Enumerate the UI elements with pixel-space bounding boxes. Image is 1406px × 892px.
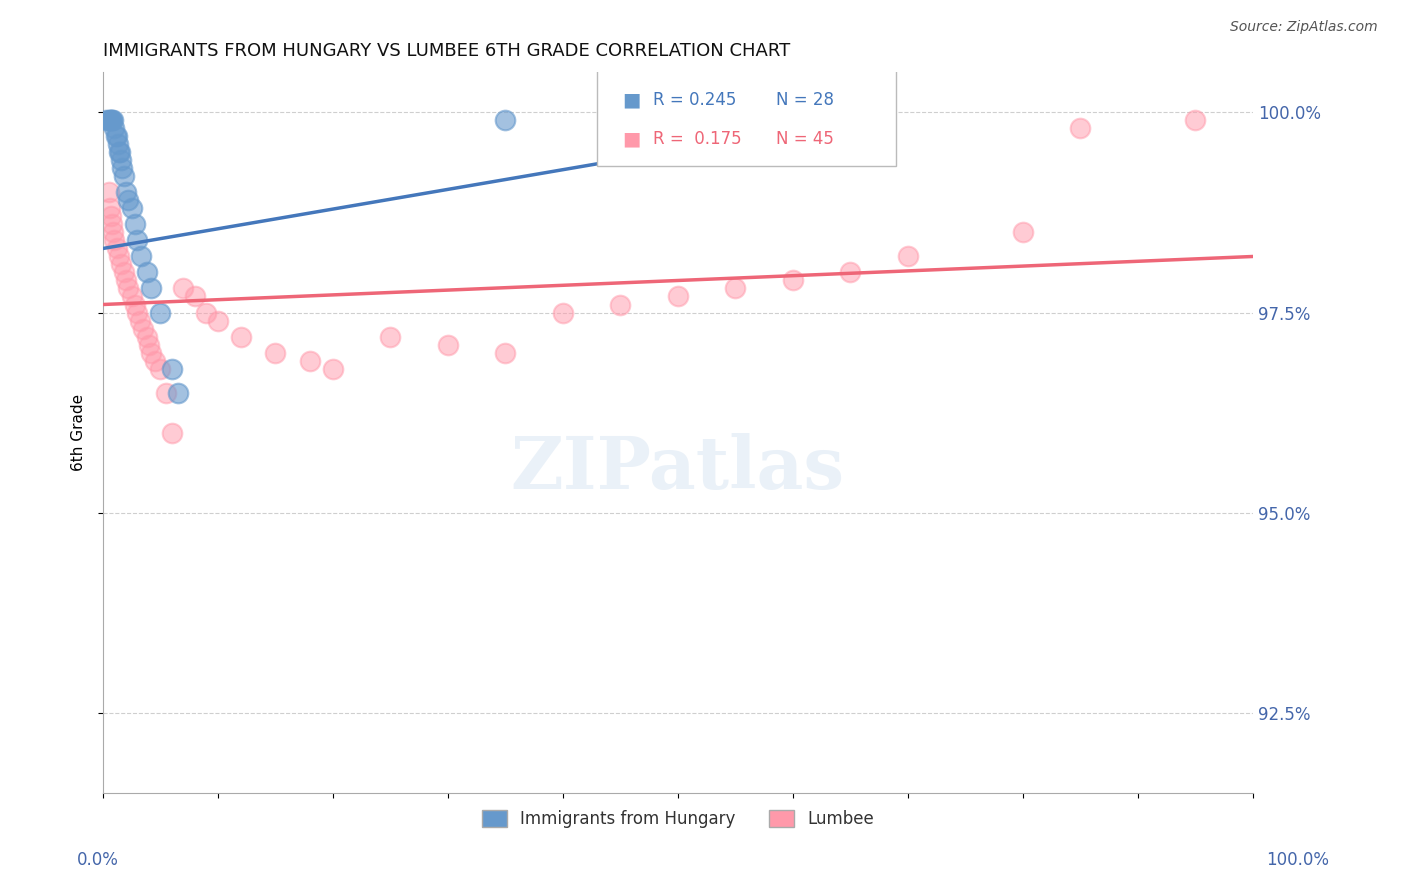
Point xyxy=(839,265,862,279)
Point xyxy=(105,129,128,144)
Point xyxy=(100,113,122,128)
Text: R = 0.245: R = 0.245 xyxy=(652,91,735,109)
Point xyxy=(782,113,804,128)
Point xyxy=(149,305,172,319)
Point xyxy=(135,265,157,279)
Point xyxy=(494,345,516,359)
Point xyxy=(112,265,135,279)
Point xyxy=(115,186,138,200)
Point xyxy=(110,258,132,272)
Point xyxy=(184,289,207,303)
Point xyxy=(111,161,134,176)
Text: 100.0%: 100.0% xyxy=(1265,851,1329,869)
Point xyxy=(437,337,460,351)
Point xyxy=(1069,121,1091,136)
Point xyxy=(609,297,631,311)
Point xyxy=(103,113,125,128)
Point xyxy=(124,218,146,232)
Point xyxy=(138,337,160,351)
Point xyxy=(129,250,152,264)
Point xyxy=(124,297,146,311)
Point xyxy=(103,121,125,136)
Point xyxy=(108,145,131,160)
Point xyxy=(107,137,129,152)
Point xyxy=(724,281,747,295)
Text: N = 28: N = 28 xyxy=(776,91,834,109)
Point xyxy=(115,273,138,287)
Point xyxy=(96,113,118,128)
Point xyxy=(127,234,149,248)
Point xyxy=(172,281,194,295)
Point xyxy=(105,242,128,256)
Point xyxy=(160,425,183,440)
Text: R =  0.175: R = 0.175 xyxy=(652,129,741,148)
Point xyxy=(103,226,125,240)
Point xyxy=(112,169,135,184)
Point xyxy=(135,329,157,343)
FancyBboxPatch shape xyxy=(598,69,897,166)
Point xyxy=(98,202,121,216)
Text: Source: ZipAtlas.com: Source: ZipAtlas.com xyxy=(1230,21,1378,34)
Point xyxy=(143,353,166,368)
Point xyxy=(1011,226,1033,240)
Point xyxy=(121,202,143,216)
Point xyxy=(101,113,124,128)
Point xyxy=(141,345,163,359)
Point xyxy=(155,385,177,400)
Point xyxy=(132,321,155,335)
Point xyxy=(97,186,120,200)
Text: IMMIGRANTS FROM HUNGARY VS LUMBEE 6TH GRADE CORRELATION CHART: IMMIGRANTS FROM HUNGARY VS LUMBEE 6TH GR… xyxy=(103,42,790,60)
Point xyxy=(128,313,150,327)
Text: 0.0%: 0.0% xyxy=(77,851,120,869)
Point xyxy=(97,113,120,128)
Point xyxy=(551,305,574,319)
Text: ■: ■ xyxy=(623,129,641,148)
Point xyxy=(494,113,516,128)
Point xyxy=(298,353,321,368)
Text: ■: ■ xyxy=(623,90,641,110)
Point xyxy=(103,234,125,248)
Point xyxy=(229,329,252,343)
Point xyxy=(117,194,139,208)
Point xyxy=(100,210,122,224)
Point xyxy=(141,281,163,295)
Point xyxy=(207,313,229,327)
Point xyxy=(101,218,124,232)
Text: N = 45: N = 45 xyxy=(776,129,834,148)
Point xyxy=(110,153,132,168)
Point xyxy=(127,305,149,319)
Legend: Immigrants from Hungary, Lumbee: Immigrants from Hungary, Lumbee xyxy=(475,803,880,835)
Point xyxy=(782,273,804,287)
Text: ZIPatlas: ZIPatlas xyxy=(510,433,845,504)
Point xyxy=(117,281,139,295)
Point xyxy=(104,129,127,144)
Point xyxy=(264,345,287,359)
Point xyxy=(108,145,131,160)
Point xyxy=(160,361,183,376)
Point xyxy=(149,361,172,376)
Point xyxy=(897,250,920,264)
Point xyxy=(121,289,143,303)
Point xyxy=(195,305,218,319)
Point xyxy=(380,329,402,343)
Point xyxy=(322,361,344,376)
Y-axis label: 6th Grade: 6th Grade xyxy=(72,394,86,471)
Point xyxy=(666,289,689,303)
Point xyxy=(108,250,131,264)
Point xyxy=(98,113,121,128)
Point xyxy=(1184,113,1206,128)
Point xyxy=(166,385,188,400)
